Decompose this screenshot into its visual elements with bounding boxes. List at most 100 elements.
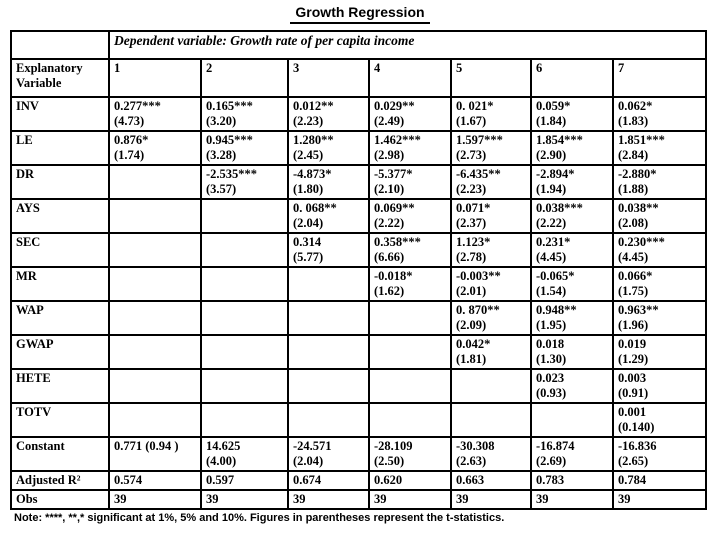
t-statistic: (2.69): [536, 454, 567, 468]
t-statistic: (4.45): [536, 250, 567, 264]
t-statistic: (1.62): [374, 284, 405, 298]
coefficient: 39: [618, 492, 631, 506]
coefficient: 0.620: [374, 473, 403, 487]
coefficient: 39: [293, 492, 306, 506]
coefficient: -4.873*: [293, 167, 332, 181]
coefficient: 0.277***: [114, 99, 161, 113]
coefficient: -2.894*: [536, 167, 575, 181]
cell: 0.165*** (3.20): [200, 96, 289, 132]
coefficient: 39: [374, 492, 387, 506]
cell: 0.069** (2.22): [368, 198, 452, 234]
cell: 0.071* (2.37): [450, 198, 532, 234]
coefficient: 0.001: [618, 405, 647, 419]
cell: 0. 068** (2.04): [287, 198, 370, 234]
regression-table: Dependent variable: Growth rate of per c…: [10, 30, 708, 510]
page-title: Growth Regression: [290, 4, 430, 24]
cell: [450, 368, 532, 404]
t-statistic: (3.20): [206, 114, 237, 128]
t-statistic: (2.78): [456, 250, 487, 264]
cell: 0.948** (1.95): [530, 300, 614, 336]
t-statistic: (2.04): [293, 216, 324, 230]
coefficient: -0.003**: [456, 269, 501, 283]
cell: 0.574: [108, 470, 202, 491]
t-statistic: (2.50): [374, 454, 405, 468]
cell: 0.018 (1.30): [530, 334, 614, 370]
t-statistic: (1.75): [618, 284, 649, 298]
t-statistic: (4.73): [114, 114, 145, 128]
coefficient: 0.038**: [618, 201, 659, 215]
coefficient: -0.065*: [536, 269, 575, 283]
t-statistic: (6.66): [374, 250, 405, 264]
cell: [200, 266, 289, 302]
cell: 0. 021* (1.67): [450, 96, 532, 132]
t-statistic: (2.22): [536, 216, 567, 230]
t-statistic: (1.54): [536, 284, 567, 298]
cell: 1.854*** (2.90): [530, 130, 614, 166]
coefficient: -0.018*: [374, 269, 413, 283]
table-row: GWAP 0.042* (1.81) 0.018 (1.30) 0.019 (1.29): [10, 334, 708, 370]
cell: 0.783: [530, 470, 614, 491]
cell: 0.231* (4.45): [530, 232, 614, 268]
cell: 0.012** (2.23): [287, 96, 370, 132]
t-statistic: (1.95): [536, 318, 567, 332]
table-row: Constant 0.771 (0.94 ) 14.625 (4.00) -24.571…: [10, 436, 708, 472]
coefficient: 0.019: [618, 337, 647, 351]
cell: 0.029** (2.49): [368, 96, 452, 132]
row-label: HETE: [10, 368, 110, 404]
cell: 0.358*** (6.66): [368, 232, 452, 268]
coefficient: -6.435**: [456, 167, 501, 181]
row-label: SEC: [10, 232, 110, 268]
cell: 1.280** (2.45): [287, 130, 370, 166]
title-container: Growth Regression: [0, 4, 720, 24]
cell: -5.377* (2.10): [368, 164, 452, 200]
t-statistic: (1.80): [293, 182, 324, 196]
table-row: Adjusted R² 0.574 0.597 0.674 0.620 0.663 0.78…: [10, 470, 708, 491]
cell: [108, 164, 202, 200]
cell: 0.945*** (3.28): [200, 130, 289, 166]
coefficient: 0.071*: [456, 201, 491, 215]
cell: [287, 300, 370, 336]
table-row: TOTV 0.001 (0.140): [10, 402, 708, 438]
t-statistic: (2.98): [374, 148, 405, 162]
coefficient: 0.230***: [618, 235, 665, 249]
cell: [368, 402, 452, 438]
cell: [368, 300, 452, 336]
cell: 0.876* (1.74): [108, 130, 202, 166]
cell: 0.663: [450, 470, 532, 491]
t-statistic: (2.63): [456, 454, 487, 468]
coefficient: 1.854***: [536, 133, 583, 147]
cell: [200, 368, 289, 404]
cell: [368, 368, 452, 404]
coefficient: 39: [536, 492, 549, 506]
t-statistic: (2.49): [374, 114, 405, 128]
cell: -6.435** (2.23): [450, 164, 532, 200]
coefficient: -5.377*: [374, 167, 413, 181]
coefficient: 0.069**: [374, 201, 415, 215]
coefficient: 1.123*: [456, 235, 491, 249]
table-row: SEC 0.314 (5.77) 0.358*** (6.66) 1.123* (2.78)…: [10, 232, 708, 268]
t-statistic: (1.74): [114, 148, 145, 162]
cell: 0. 870** (2.09): [450, 300, 532, 336]
cell: 1.462*** (2.98): [368, 130, 452, 166]
t-statistic: (1.29): [618, 352, 649, 366]
cell: 39: [450, 489, 532, 510]
cell: 0.019 (1.29): [611, 334, 708, 370]
cell: 39: [108, 489, 202, 510]
coefficient: 0.314: [293, 235, 322, 249]
row-label: Obs: [10, 489, 110, 510]
t-statistic: (1.94): [536, 182, 567, 196]
cell: -2.894* (1.94): [530, 164, 614, 200]
cell: [108, 402, 202, 438]
coefficient: 14.625: [206, 439, 241, 453]
row-label: INV: [10, 96, 110, 132]
row-label: LE: [10, 130, 110, 166]
coefficient: 0.042*: [456, 337, 491, 351]
cell: 39: [530, 489, 614, 510]
table-row: DR -2.535*** (3.57) -4.873* (1.80) -5.377* (2.…: [10, 164, 708, 200]
row-label: DR: [10, 164, 110, 200]
cell: -16.836 (2.65): [611, 436, 708, 472]
coefficient: -30.308: [456, 439, 495, 453]
coefficient: 0.059*: [536, 99, 571, 113]
